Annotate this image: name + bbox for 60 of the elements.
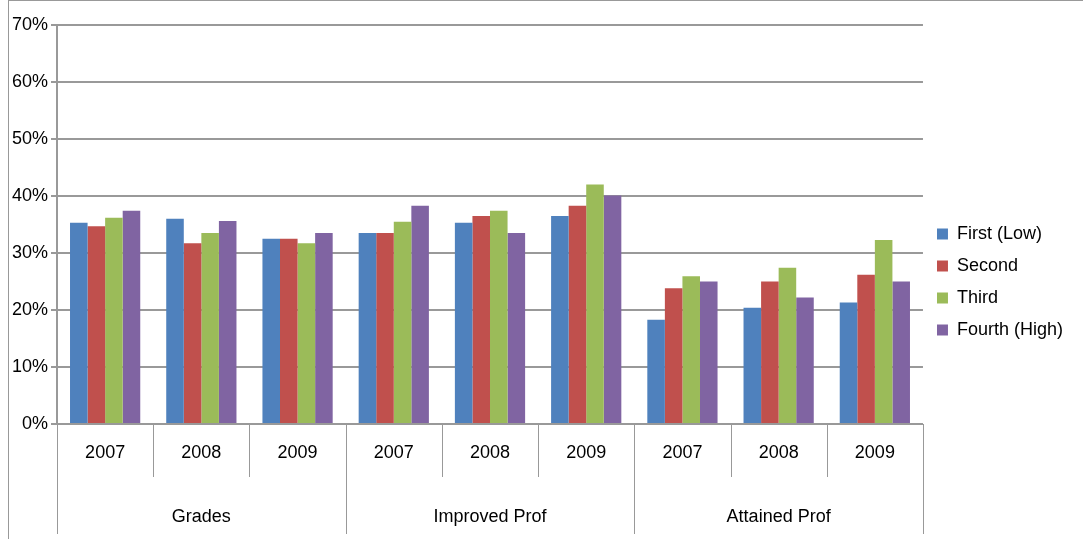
bar bbox=[454, 222, 473, 423]
bar bbox=[743, 307, 762, 423]
bar bbox=[761, 281, 779, 423]
bar bbox=[393, 221, 412, 423]
bar bbox=[411, 205, 429, 423]
x-tick-label: 2008 bbox=[469, 441, 511, 462]
y-tick-label: 70% bbox=[12, 13, 49, 34]
bar bbox=[699, 281, 718, 423]
legend-label: First (Low) bbox=[956, 222, 1042, 243]
legend-label: Third bbox=[956, 286, 998, 307]
x-tick-label: 2007 bbox=[662, 441, 703, 462]
y-tick-label: 10% bbox=[12, 355, 49, 376]
bar bbox=[568, 205, 587, 423]
bar bbox=[262, 238, 281, 423]
bar bbox=[297, 243, 316, 423]
bar bbox=[603, 195, 622, 423]
bar bbox=[682, 276, 700, 423]
x-tick-label: 2007 bbox=[373, 441, 414, 462]
text: Improved Prof bbox=[433, 505, 548, 526]
x-tick-label: 2008 bbox=[758, 441, 799, 462]
y-tick-label: 0% bbox=[22, 412, 49, 433]
y-tick-label: 20% bbox=[12, 298, 49, 319]
bar bbox=[796, 297, 814, 423]
bar bbox=[647, 319, 665, 423]
bar bbox=[358, 233, 377, 423]
bar bbox=[839, 302, 858, 423]
bar bbox=[218, 221, 237, 423]
legend-label: Second bbox=[956, 254, 1019, 275]
bar bbox=[183, 243, 202, 423]
bar bbox=[105, 217, 123, 423]
bar bbox=[664, 288, 683, 423]
x-tick-label: 2007 bbox=[85, 441, 126, 462]
x-tick-label: 2009 bbox=[277, 441, 318, 462]
text: Attained Prof bbox=[726, 505, 832, 526]
bar bbox=[201, 233, 219, 423]
bar bbox=[874, 239, 893, 423]
bar bbox=[122, 210, 141, 423]
x-tick-label: 2008 bbox=[181, 441, 222, 462]
y-tick-label: 40% bbox=[12, 184, 49, 205]
bar bbox=[490, 210, 508, 423]
bar bbox=[892, 281, 910, 423]
bar bbox=[586, 184, 604, 423]
y-tick-label: 60% bbox=[12, 70, 49, 91]
bar bbox=[472, 215, 490, 423]
bar bbox=[857, 274, 875, 423]
y-tick-label: 50% bbox=[12, 127, 49, 148]
legend-label: Fourth (High) bbox=[956, 318, 1063, 339]
bar bbox=[507, 233, 526, 423]
bar bbox=[315, 233, 333, 423]
bar bbox=[70, 222, 88, 423]
x-tick-label: 2009 bbox=[566, 441, 607, 462]
bar bbox=[551, 215, 569, 423]
bar bbox=[376, 233, 394, 423]
bar bbox=[778, 267, 797, 423]
y-tick-label: 30% bbox=[12, 241, 49, 262]
bar bbox=[87, 226, 106, 423]
x-tick-label: 2009 bbox=[854, 441, 895, 462]
bar bbox=[280, 238, 298, 423]
bar bbox=[166, 218, 184, 423]
text: Grades bbox=[171, 505, 231, 526]
